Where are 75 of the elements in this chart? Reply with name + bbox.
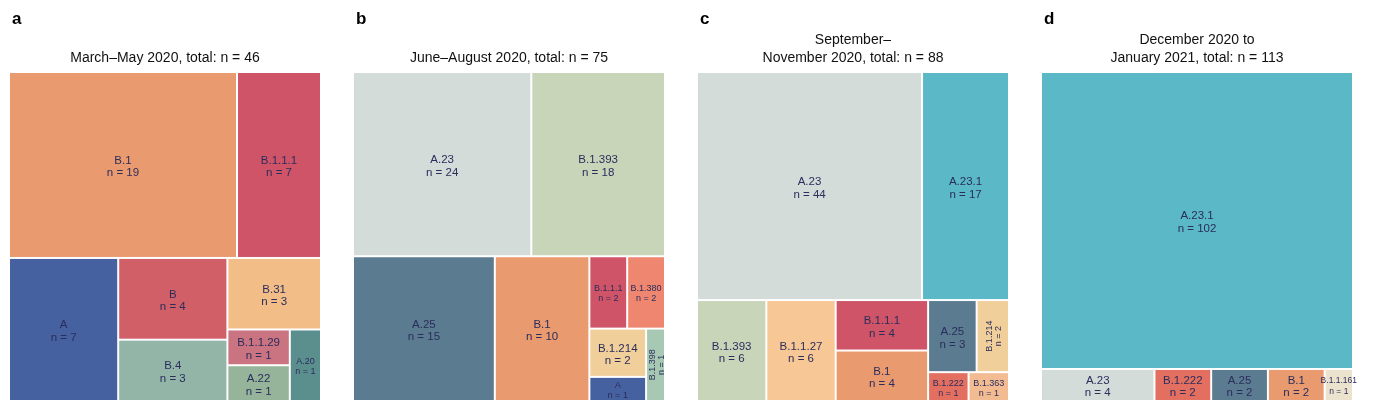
data-label: n = 2 xyxy=(992,325,1003,347)
category-label: A.23 xyxy=(1085,373,1110,386)
category-label: B.31 xyxy=(262,282,287,295)
data-label: n = 4 xyxy=(1084,386,1112,399)
data-label: n = 19 xyxy=(106,166,140,179)
data-label: n = 2 xyxy=(1283,386,1310,399)
text: March–May 2020, total: n = 46 xyxy=(70,49,260,65)
category-label: A.23 xyxy=(797,175,822,188)
category-label: A xyxy=(59,318,68,331)
data-label: n = 3 xyxy=(261,295,288,308)
data-label: n = 1 xyxy=(978,387,999,398)
data-label: n = 44 xyxy=(793,187,827,200)
category-label: A.23 xyxy=(430,153,454,166)
data-label: n = 4 xyxy=(868,326,896,339)
category-label: B.1.1.1 xyxy=(594,283,623,294)
category-label: B.1.1.1 xyxy=(260,153,298,166)
data-label: n = 1 xyxy=(655,354,666,375)
data-label: n = 7 xyxy=(50,330,77,343)
data-label: n = 24 xyxy=(425,165,459,178)
category-label: B.1 xyxy=(533,317,551,330)
data-label: n = 6 xyxy=(788,352,814,365)
category-label: A.23.1 xyxy=(1180,209,1214,222)
data-label: n = 2 xyxy=(1226,386,1253,399)
text: a xyxy=(12,9,22,28)
category-label: B xyxy=(168,287,177,300)
category-label: B.1.363 xyxy=(973,377,1005,388)
data-label: n = 1 xyxy=(1329,386,1349,397)
category-label: B.1.214 xyxy=(983,320,994,352)
category-label: B.1 xyxy=(114,153,132,166)
data-label: n = 102 xyxy=(1177,221,1217,234)
category-label: B.1.1.161 xyxy=(1320,374,1358,385)
category-label: B.1.222 xyxy=(1162,373,1203,386)
category-label: A.25 xyxy=(1227,373,1252,386)
data-label: n = 7 xyxy=(266,166,292,179)
category-label: B.4 xyxy=(164,359,183,372)
data-label: n = 1 xyxy=(607,390,629,401)
data-label: n = 4 xyxy=(868,377,896,390)
category-label: A.20 xyxy=(296,356,315,367)
category-label: B.1 xyxy=(1287,373,1305,386)
data-label: n = 4 xyxy=(159,300,187,313)
text: December 2020 to January 2021, total: n = 113 xyxy=(1110,31,1284,65)
category-label: B.1.398 xyxy=(646,349,657,381)
data-label: n = 1 xyxy=(295,366,316,377)
text: d xyxy=(1044,9,1055,28)
data-label: n = 3 xyxy=(159,371,186,384)
category-label: B.1.1.27 xyxy=(779,339,823,352)
text: c xyxy=(700,9,710,28)
category-label: A.25 xyxy=(940,325,965,338)
data-label: n = 2 xyxy=(598,293,619,304)
data-label: n = 1 xyxy=(938,387,959,398)
category-label: A.23.1 xyxy=(948,175,983,188)
category-label: B.1.393 xyxy=(578,153,618,166)
data-label: n = 18 xyxy=(581,165,615,178)
category-label: A.22 xyxy=(246,372,271,385)
data-label: n = 1 xyxy=(245,384,272,397)
text: September– November 2020, total: n = 88 xyxy=(762,31,944,65)
data-label: n = 1 xyxy=(245,348,272,361)
category-label: B.1.1.1 xyxy=(863,314,901,327)
category-label: B.1 xyxy=(873,364,891,377)
data-label: n = 17 xyxy=(949,187,982,200)
category-label: B.1.1.29 xyxy=(237,336,281,349)
category-label: B.1.393 xyxy=(711,339,752,352)
category-label: A.25 xyxy=(412,317,436,330)
text: June–August 2020, total: n = 75 xyxy=(409,49,609,65)
data-label: n = 15 xyxy=(407,330,441,343)
data-label: n = 10 xyxy=(525,330,559,343)
text: b xyxy=(356,9,367,28)
category-label: B.1.214 xyxy=(597,341,639,354)
data-label: n = 2 xyxy=(635,293,657,304)
data-label: n = 2 xyxy=(604,354,631,367)
category-label: B.1.222 xyxy=(932,377,964,388)
data-label: n = 3 xyxy=(939,337,966,350)
data-label: n = 6 xyxy=(718,352,745,365)
data-label: n = 2 xyxy=(1169,386,1196,399)
category-label: B.1.380 xyxy=(630,283,662,294)
